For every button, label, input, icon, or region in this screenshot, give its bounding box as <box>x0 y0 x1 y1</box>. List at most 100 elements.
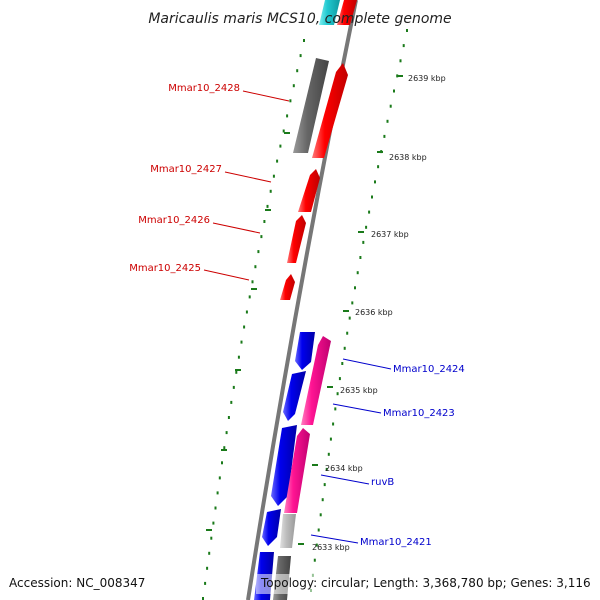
tick-ring-dot <box>389 104 392 108</box>
topology-text: Topology: circular; Length: 3,368,780 bp… <box>260 576 591 590</box>
gene-arrow-mmar10-2428[interactable] <box>312 63 348 158</box>
tick-ring-dot <box>223 446 226 450</box>
tick-ring-dot <box>235 370 238 374</box>
gene-label-mmar10-2425[interactable]: Mmar10_2425 <box>129 263 201 274</box>
tick-label-2637: 2637 kbp <box>371 230 409 239</box>
tick-ring-dot <box>399 59 402 63</box>
tick-ring-dot <box>227 416 230 419</box>
tick-ring-dot <box>323 483 326 487</box>
tick-ring-dot <box>317 528 320 532</box>
accession-text: Accession: NC_008347 <box>9 576 145 590</box>
tick-label-2633: 2633 kbp <box>312 543 350 552</box>
tick-ring-dot <box>260 235 263 239</box>
tick-ring-dot <box>303 39 305 42</box>
tick-ring-dot <box>251 280 254 284</box>
gene-label-mmar10-2428[interactable]: Mmar10_2428 <box>168 83 240 94</box>
gene-arrow-ruvb[interactable] <box>284 428 310 513</box>
gene-labels: Mmar10_2428 Mmar10_2427 Mmar10_2426 Mmar… <box>129 83 465 548</box>
tick-ring-dot <box>225 431 228 435</box>
gene-label-mmar10-2426[interactable]: Mmar10_2426 <box>138 215 210 226</box>
topology-backdrop <box>256 574 594 594</box>
gene-arrow-blue-2[interactable] <box>283 371 306 421</box>
leader-line-mmar10-2426 <box>212 222 261 234</box>
tick-ring-dot <box>338 377 341 381</box>
tick-ring-dot <box>313 558 316 562</box>
tick-ring-dot <box>263 220 266 223</box>
gene-label-ruvb[interactable]: ruvB <box>371 477 394 488</box>
leader-line-mmar10-2425 <box>203 269 250 281</box>
map-title: Maricaulis maris MCS10, complete genome <box>148 11 451 27</box>
tick-ring-dot <box>368 210 371 214</box>
tick-ring-dot <box>243 325 246 329</box>
gene-arrow-top-red[interactable] <box>337 0 357 25</box>
tick-ring-dot <box>272 174 275 178</box>
tick-ring-dot <box>296 69 299 73</box>
tick-ring-dot <box>393 89 395 93</box>
gene-arrow-blue-4[interactable] <box>262 509 281 546</box>
gene-label-mmar10-2423[interactable]: Mmar10_2423 <box>383 408 455 419</box>
tick-ring-dot <box>329 437 332 441</box>
gene-arrow-top-cyan[interactable] <box>319 0 340 25</box>
tick-ring-dot <box>315 543 318 547</box>
tick-ring-dot <box>325 467 328 471</box>
tick-ring-dot <box>346 331 349 335</box>
tick-ring-dot <box>266 204 269 208</box>
gene-arrow-mmar10-2425[interactable] <box>280 274 295 300</box>
tick-label-2636: 2636 kbp <box>355 308 393 317</box>
tick-ring-dot <box>204 581 207 585</box>
tick-ring-dot <box>279 144 282 148</box>
tick-label-2638: 2638 kbp <box>389 153 427 162</box>
tick-ring-dot <box>218 476 221 480</box>
tick-ring-dot <box>245 310 248 314</box>
tick-ring-dot <box>276 159 279 163</box>
tick-ring-dot <box>406 29 408 32</box>
tick-ring-dot <box>257 250 260 254</box>
tick-ring-dot <box>374 180 376 184</box>
tick-ring-dot <box>202 597 204 600</box>
leader-line-ruvb <box>320 474 370 485</box>
gene-label-mmar10-2427[interactable]: Mmar10_2427 <box>150 164 222 175</box>
gene-arrow-blue-1[interactable] <box>295 332 315 370</box>
tick-ring-dot <box>212 521 215 525</box>
leader-line-mmar10-2427 <box>224 171 272 183</box>
gene-block-lightgray[interactable] <box>280 514 296 548</box>
tick-ring-dot <box>282 129 285 133</box>
tick-ring-dot <box>383 134 386 138</box>
gene-arrow-mmar10-2427[interactable] <box>298 169 320 212</box>
tick-label-2635: 2635 kbp <box>340 386 378 395</box>
leader-line-mmar10-2421 <box>310 534 359 544</box>
tick-ring-dot <box>334 407 337 411</box>
tick-ring-dot <box>386 119 389 123</box>
tick-ring-dot <box>332 422 335 426</box>
tick-marks: 2639 kbp 2638 kbp 2637 kbp 2636 kbp 2635… <box>206 74 446 552</box>
tick-ring-dot <box>348 316 351 320</box>
tick-ring-dot <box>237 355 240 359</box>
tick-ring-dot <box>354 286 356 290</box>
gene-label-mmar10-2424[interactable]: Mmar10_2424 <box>393 364 465 375</box>
tick-ring-dot <box>230 400 233 404</box>
gene-arrow-blue-3[interactable] <box>271 425 297 506</box>
tick-label-2639: 2639 kbp <box>408 74 446 83</box>
tick-ring-dot <box>240 340 243 344</box>
tick-ring-dot <box>341 362 344 365</box>
tick-ring-dot <box>377 165 380 169</box>
gene-block-gray-upper[interactable] <box>293 58 329 153</box>
tick-ring-dot <box>299 54 302 58</box>
tick-ring-dot <box>206 566 209 570</box>
tick-ring-dot <box>254 265 257 269</box>
tick-ring-dot <box>327 452 330 456</box>
tick-ring-dot <box>210 536 213 540</box>
tick-ring-dot <box>319 513 322 517</box>
tick-ring-dot <box>371 195 373 199</box>
tick-ring-dot <box>221 461 223 465</box>
leader-line-mmar10-2423 <box>332 403 382 414</box>
tick-label-2634: 2634 kbp <box>325 464 363 473</box>
tick-ring-dot <box>351 301 354 305</box>
leader-line-mmar10-2424 <box>342 358 392 370</box>
tick-ring-dot <box>216 491 219 495</box>
leader-line-mmar10-2428 <box>242 90 290 102</box>
gene-arrow-mmar10-2426[interactable] <box>287 215 306 263</box>
gene-arrow-mmar10-2424[interactable] <box>301 336 331 425</box>
gene-label-mmar10-2421[interactable]: Mmar10_2421 <box>360 537 432 548</box>
